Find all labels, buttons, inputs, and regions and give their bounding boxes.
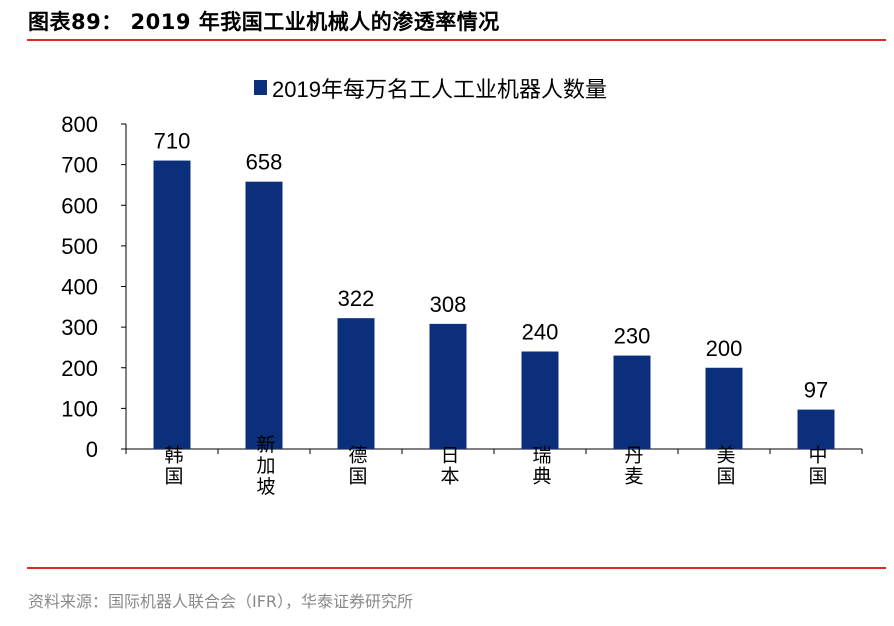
data-label: 322	[338, 286, 375, 311]
x-tick-label: 韩国	[162, 445, 184, 487]
x-tick-label: 美国	[714, 445, 736, 487]
bar	[245, 181, 283, 449]
bar	[613, 355, 651, 449]
data-label: 308	[430, 292, 467, 317]
bar	[797, 409, 835, 449]
y-tick-label: 100	[61, 396, 98, 421]
y-tick-label: 600	[61, 193, 98, 218]
source-note: 资料来源：国际机器人联合会（IFR），华泰证券研究所	[28, 592, 414, 611]
bar	[429, 323, 467, 449]
data-label: 658	[246, 150, 283, 175]
x-tick-label: 丹麦	[622, 445, 644, 487]
legend-label: 2019年每万名工人工业机器人数量	[272, 77, 607, 102]
x-tick-label: 中国	[806, 445, 827, 487]
y-tick-label: 500	[61, 234, 98, 259]
y-tick-label: 200	[61, 356, 98, 381]
data-label: 240	[522, 320, 559, 345]
bar	[337, 318, 375, 449]
y-tick-label: 0	[86, 437, 98, 462]
x-tick-label: 瑞典	[530, 445, 552, 487]
data-label: 230	[614, 324, 651, 349]
bottom-rule	[27, 567, 886, 569]
bar	[521, 351, 559, 449]
data-label: 97	[804, 378, 828, 403]
bar	[153, 160, 191, 449]
y-tick-label: 800	[61, 112, 98, 137]
x-tick-label: 日本	[438, 445, 460, 487]
y-tick-label: 700	[61, 153, 98, 178]
data-label: 200	[706, 336, 743, 361]
legend-swatch	[254, 80, 267, 95]
bar	[705, 367, 743, 449]
y-tick-label: 300	[61, 315, 98, 340]
figure-title: 图表89： 2019 年我国工业机械人的渗透率情况	[28, 10, 500, 34]
top-rule	[27, 39, 886, 41]
x-tick-label: 德国	[346, 445, 368, 487]
data-label: 710	[154, 129, 191, 154]
y-tick-label: 400	[61, 275, 98, 300]
x-tick-label: 新加坡	[254, 434, 276, 497]
